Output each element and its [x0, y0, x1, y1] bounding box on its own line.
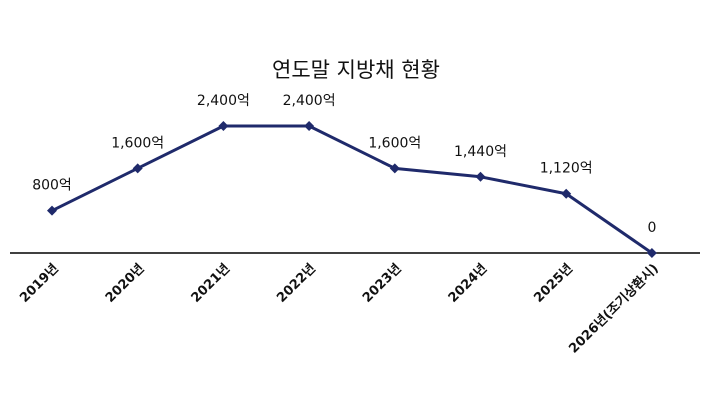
data-point-marker: [47, 205, 57, 216]
chart-title: 연도말 지방채 현황: [272, 58, 440, 82]
data-label: 1,600억: [111, 135, 164, 151]
data-point-marker: [561, 188, 572, 199]
x-tick-label: 2024년: [446, 261, 491, 306]
data-label: 1,440억: [454, 144, 507, 160]
data-label: 800억: [32, 178, 72, 194]
data-label: 2,400억: [283, 93, 336, 109]
x-tick-layer: 2019년 2020년 2021년 2022년 2023년 2024년 2025년2026년…: [17, 261, 662, 357]
x-tick-label: 2020년: [103, 261, 148, 306]
x-tick-label: 2019년: [17, 261, 62, 306]
data-point-marker: [389, 163, 400, 174]
data-label: 1,600억: [368, 135, 421, 151]
x-tick-label: 2021년: [189, 261, 234, 306]
data-point-marker: [218, 121, 229, 131]
x-tick-label: 2023년: [360, 261, 405, 306]
x-tick-label: 2022년: [274, 261, 319, 306]
data-point-marker: [132, 163, 143, 174]
data-point-marker: [475, 171, 486, 182]
data-label: 2,400억: [197, 93, 250, 109]
data-label-layer: 800억 1,600억 2,400억 2,400억 1,600억 1,440억 1,120억…: [32, 93, 656, 236]
x-tick-label: 2026년(조기상환시): [566, 261, 662, 357]
series-line: [51, 124, 653, 255]
x-tick-label: 2025년: [531, 261, 576, 306]
data-label: 1,120억: [540, 161, 593, 177]
data-label: 0: [647, 220, 656, 236]
data-point-marker: [304, 121, 315, 131]
data-point-marker: [646, 248, 657, 258]
series-layer: [47, 121, 657, 258]
